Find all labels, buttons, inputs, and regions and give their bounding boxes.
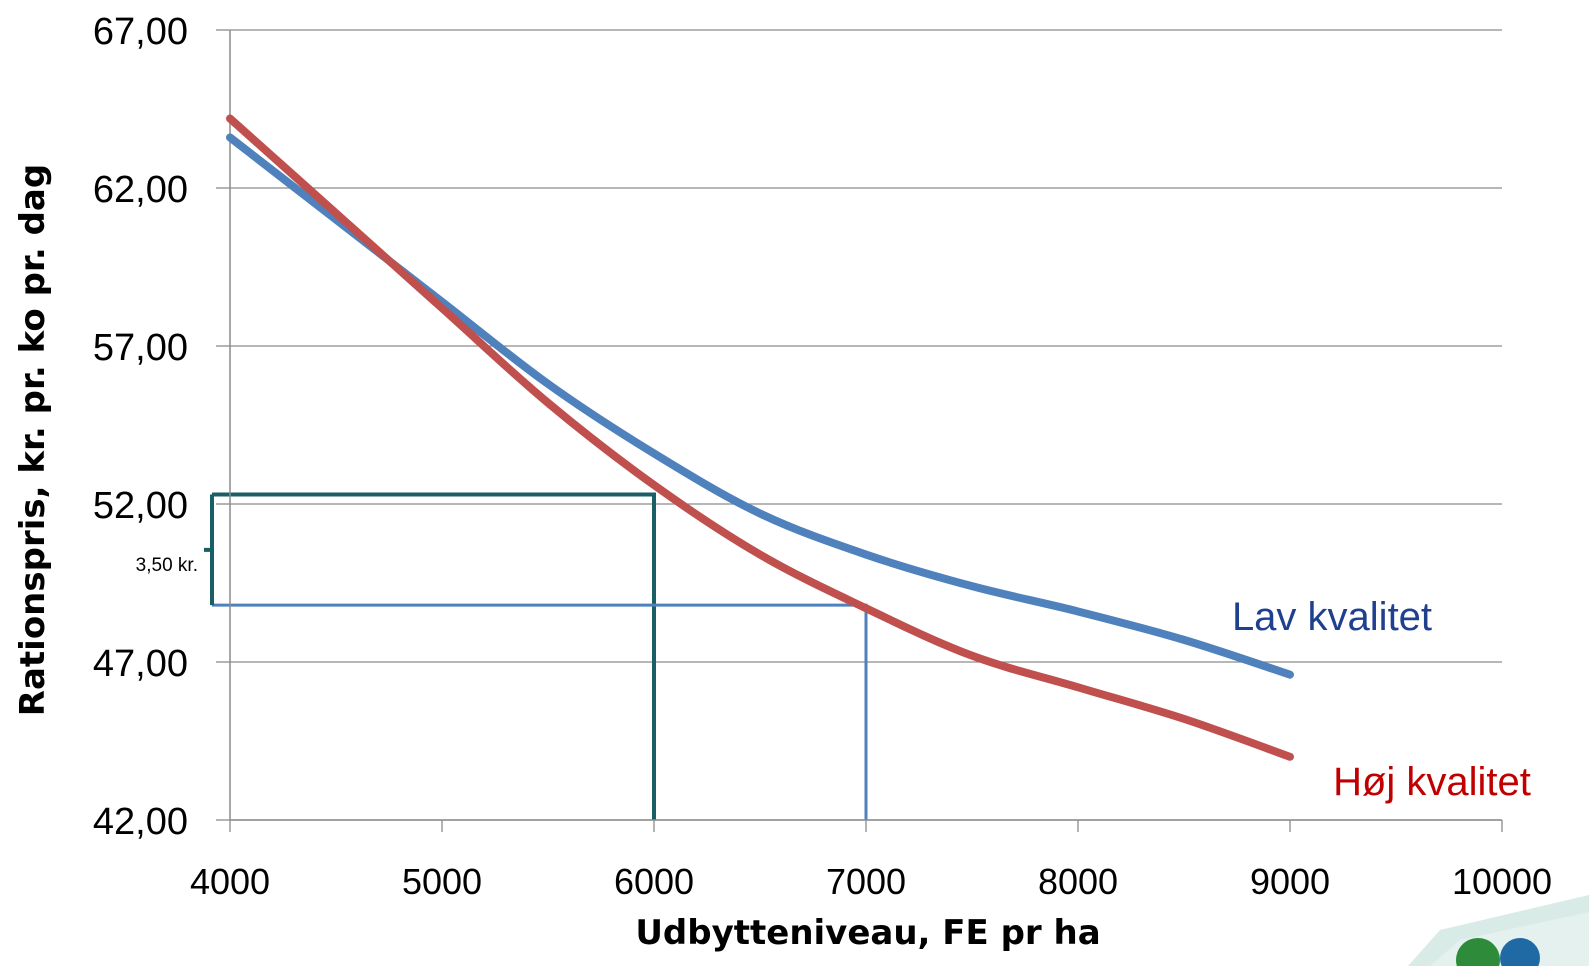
series-line bbox=[226, 133, 1294, 679]
guide-line-blue bbox=[212, 603, 868, 820]
series-label: Lav kvalitet bbox=[1232, 595, 1432, 639]
y-tick-label: 52,00 bbox=[93, 485, 188, 527]
x-tick-label: 4000 bbox=[190, 861, 270, 902]
series-labels: Lav kvalitet Høj kvalitet bbox=[1232, 595, 1531, 804]
y-axis-title: Rationspris, kr. pr. ko pr. dag bbox=[13, 164, 53, 716]
x-tick-label: 6000 bbox=[614, 861, 694, 902]
x-tick-label: 5000 bbox=[402, 861, 482, 902]
difference-bracket bbox=[204, 494, 214, 606]
y-tick-label: 42,00 bbox=[93, 801, 188, 843]
x-tick-label: 9000 bbox=[1250, 861, 1330, 902]
series-line bbox=[226, 114, 1294, 761]
tick-labels: 42,00 47,00 52,00 57,00 62,00 67,00 4000 5000 60… bbox=[93, 11, 1552, 902]
series-lines bbox=[226, 114, 1294, 761]
guide-lines: 3,50 kr. bbox=[136, 492, 868, 820]
x-tick-label: 10000 bbox=[1452, 861, 1552, 902]
y-tick-label: 62,00 bbox=[93, 169, 188, 211]
x-tick-label: 8000 bbox=[1038, 861, 1118, 902]
axes bbox=[216, 29, 1503, 832]
logo-corner bbox=[1408, 895, 1589, 966]
y-tick-label: 67,00 bbox=[93, 11, 188, 53]
y-tick-label: 57,00 bbox=[93, 327, 188, 369]
guide-line-green bbox=[212, 492, 656, 820]
difference-label: 3,50 kr. bbox=[136, 555, 198, 576]
series-label: Høj kvalitet bbox=[1333, 760, 1531, 804]
x-tick-label: 7000 bbox=[826, 861, 906, 902]
x-axis-title: Udbytteniveau, FE pr ha bbox=[635, 913, 1100, 953]
y-tick-label: 47,00 bbox=[93, 643, 188, 685]
